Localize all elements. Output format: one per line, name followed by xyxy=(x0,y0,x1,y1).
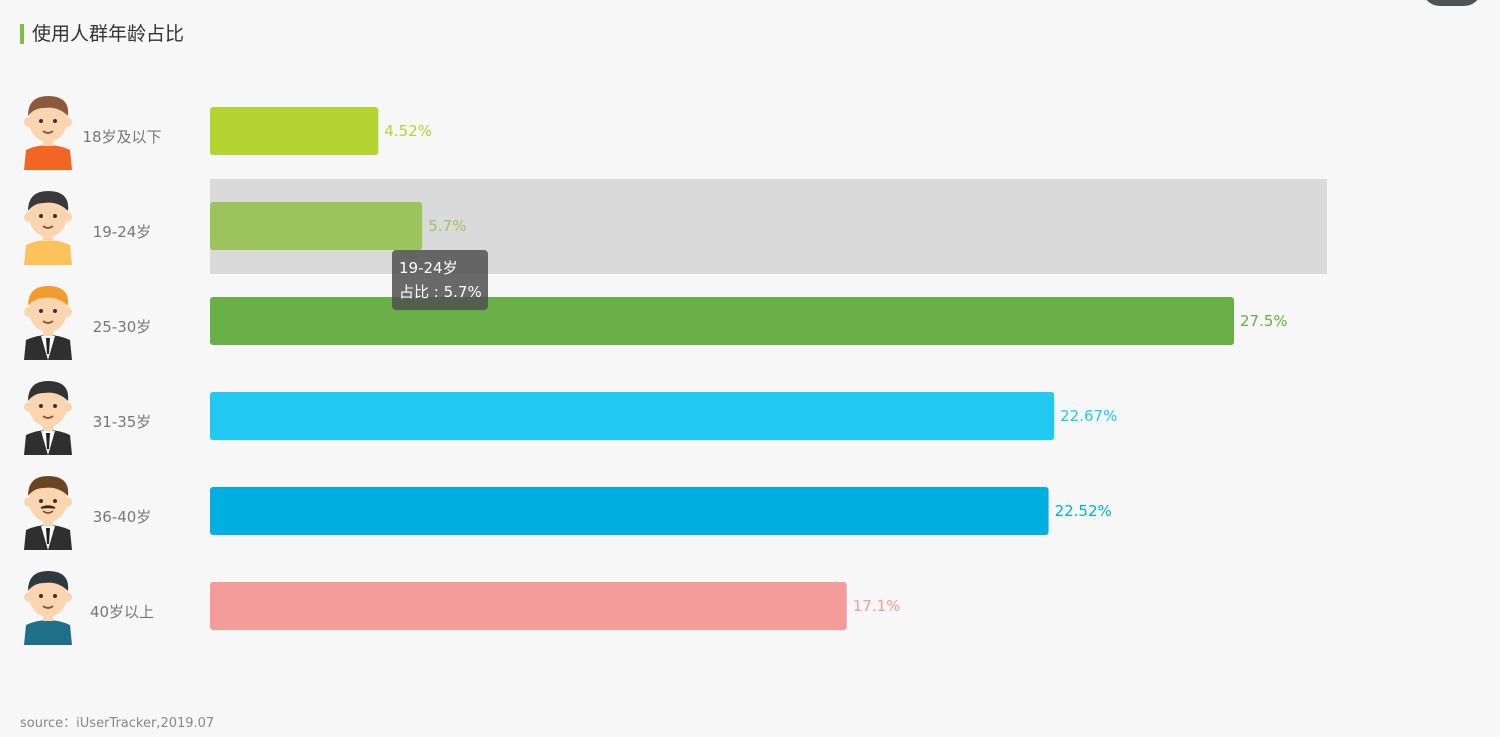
category-label: 18岁及以下 xyxy=(82,128,161,146)
category-label: 25-30岁 xyxy=(93,318,152,336)
bar[interactable] xyxy=(210,392,1055,440)
title-accent-bar xyxy=(20,24,24,44)
value-label: 22.52% xyxy=(1055,502,1112,520)
mustache-man-avatar-icon xyxy=(24,476,72,550)
bar[interactable] xyxy=(210,107,379,155)
value-label: 17.1% xyxy=(853,597,901,615)
man-suit-avatar-icon xyxy=(24,286,72,360)
value-label: 27.5% xyxy=(1240,312,1288,330)
boy-avatar-icon xyxy=(24,96,72,170)
young-man-avatar-icon xyxy=(24,191,72,265)
category-label: 36-40岁 xyxy=(93,508,152,526)
bar[interactable] xyxy=(210,297,1234,345)
category-label: 31-35岁 xyxy=(93,413,152,431)
source-note: source：iUserTracker,2019.07 xyxy=(20,716,215,731)
chart-tooltip: 19-24岁 占比 : 5.7% xyxy=(392,250,488,310)
corner-tab xyxy=(1422,0,1482,6)
chart-title-bar: 使用人群年龄占比 xyxy=(20,22,184,46)
older-man-avatar-icon xyxy=(24,571,72,645)
value-label: 5.7% xyxy=(428,217,466,235)
chart-title: 使用人群年龄占比 xyxy=(32,23,185,45)
tooltip-value: 占比 : 5.7% xyxy=(399,283,482,301)
category-label: 19-24岁 xyxy=(93,223,152,241)
bar[interactable] xyxy=(210,202,423,250)
bar[interactable] xyxy=(210,582,847,630)
category-label: 40岁以上 xyxy=(90,603,154,621)
value-label: 22.67% xyxy=(1060,407,1117,425)
businessman-avatar-icon xyxy=(24,381,72,455)
bar[interactable] xyxy=(210,487,1049,535)
tooltip-category: 19-24岁 xyxy=(399,259,458,277)
value-label: 4.52% xyxy=(384,122,432,140)
